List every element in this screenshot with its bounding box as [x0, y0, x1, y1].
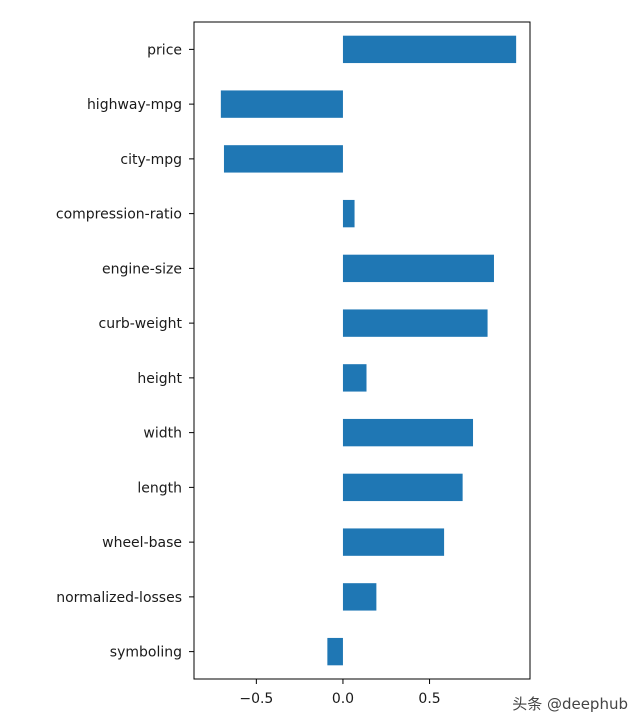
watermark: 头条 @deephub [512, 695, 628, 713]
category-label-height: height [137, 371, 182, 387]
category-label-normalized-losses: normalized-losses [56, 590, 182, 606]
category-label-highway-mpg: highway-mpg [87, 97, 182, 113]
category-labels: price highway-mpg city-mpg compression-rati… [56, 42, 194, 661]
bar-length [342, 473, 463, 502]
category-label-price: price [147, 42, 182, 58]
bar-compression-ratio [342, 199, 355, 228]
category-label-symboling: symboling [110, 645, 182, 661]
category-label-length: length [137, 480, 182, 496]
bar-symboling [327, 637, 343, 666]
category-label-width: width [143, 426, 182, 442]
x-tick-label: 0.0 [332, 691, 354, 707]
category-label-city-mpg: city-mpg [120, 152, 182, 168]
bar-price [342, 35, 517, 64]
x-tick-label: −0.5 [239, 691, 273, 707]
bar-width [342, 418, 474, 447]
x-tick-label: 0.5 [418, 691, 440, 707]
category-label-compression-ratio: compression-ratio [56, 207, 182, 223]
bar-city-mpg [223, 145, 343, 173]
bar-normalized-losses [342, 583, 377, 611]
bar-height [342, 364, 367, 392]
category-label-engine-size: engine-size [102, 261, 182, 277]
x-ticks: −0.5 0.0 0.5 [239, 679, 441, 707]
bar-highway-mpg [220, 90, 343, 118]
category-label-wheel-base: wheel-base [102, 535, 182, 551]
category-label-curb-weight: curb-weight [99, 316, 183, 332]
bar-curb-weight [342, 309, 488, 337]
plot-frame [193, 21, 531, 680]
bar-engine-size [342, 254, 494, 283]
bars-group [220, 35, 517, 666]
bar-wheel-base [342, 528, 445, 556]
